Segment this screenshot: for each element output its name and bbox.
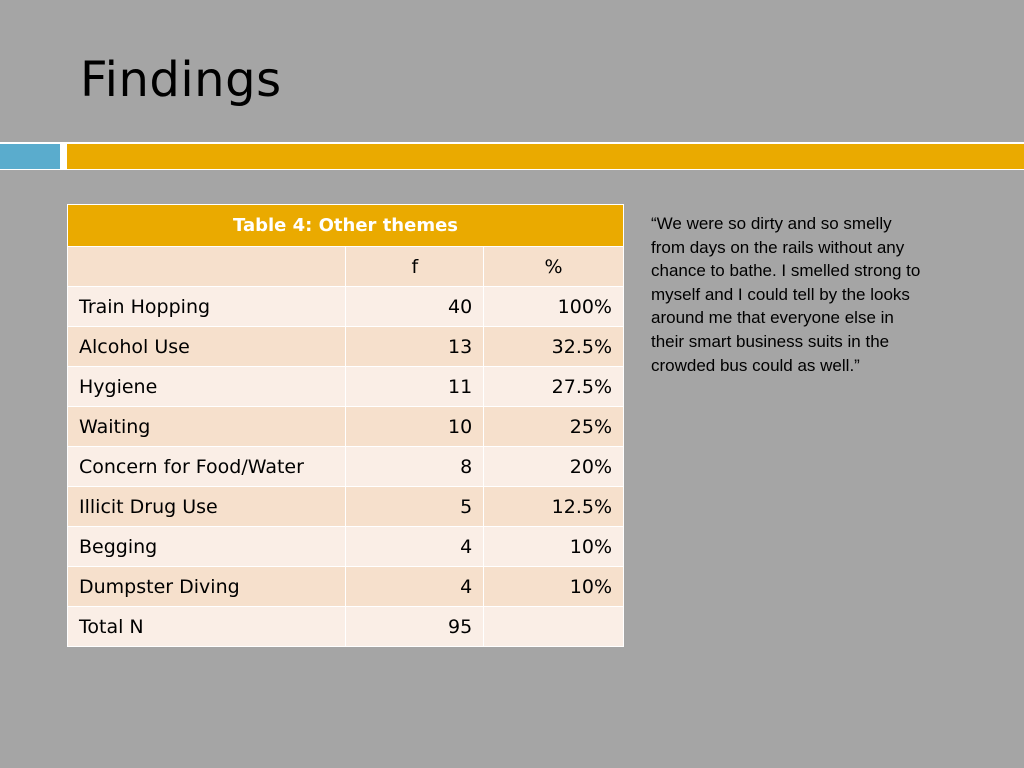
table-header-percent: % <box>483 246 624 287</box>
total-percent-cell <box>483 606 624 647</box>
table-caption: Table 4: Other themes <box>67 204 624 247</box>
frequency-cell: 8 <box>345 446 485 487</box>
percent-cell: 100% <box>483 286 624 327</box>
table-header-frequency: f <box>345 246 485 287</box>
theme-cell: Alcohol Use <box>66 326 347 367</box>
table-row: Train Hopping 40 100% <box>66 286 624 327</box>
table-header-theme <box>66 246 347 287</box>
percent-cell: 25% <box>483 406 624 447</box>
themes-table: Table 4: Other themes f % Train Hopping … <box>66 204 624 647</box>
theme-cell: Illicit Drug Use <box>66 486 347 527</box>
total-label-cell: Total N <box>66 606 347 647</box>
frequency-cell: 13 <box>345 326 485 367</box>
theme-cell: Begging <box>66 526 347 567</box>
percent-cell: 20% <box>483 446 624 487</box>
frequency-cell: 4 <box>345 526 485 567</box>
frequency-cell: 11 <box>345 366 485 407</box>
frequency-cell: 10 <box>345 406 485 447</box>
table-row: Hygiene 11 27.5% <box>66 366 624 407</box>
percent-cell: 32.5% <box>483 326 624 367</box>
theme-cell: Waiting <box>66 406 347 447</box>
table-header-row: f % <box>66 246 624 287</box>
table-caption-row: Table 4: Other themes <box>67 204 624 247</box>
slide-title: Findings <box>80 52 282 108</box>
theme-cell: Dumpster Diving <box>66 566 347 607</box>
frequency-cell: 5 <box>345 486 485 527</box>
theme-cell: Hygiene <box>66 366 347 407</box>
participant-quote: “We were so dirty and so smelly from day… <box>651 214 921 375</box>
table-row: Waiting 10 25% <box>66 406 624 447</box>
percent-cell: 10% <box>483 526 624 567</box>
table-row: Begging 4 10% <box>66 526 624 567</box>
percent-cell: 27.5% <box>483 366 624 407</box>
total-frequency-cell: 95 <box>345 606 485 647</box>
table-row: Concern for Food/Water 8 20% <box>66 446 624 487</box>
table-total-row: Total N 95 <box>66 606 624 647</box>
table-row: Illicit Drug Use 5 12.5% <box>66 486 624 527</box>
percent-cell: 12.5% <box>483 486 624 527</box>
table-row: Dumpster Diving 4 10% <box>66 566 624 607</box>
frequency-cell: 4 <box>345 566 485 607</box>
header-accent-gold <box>67 144 1024 169</box>
header-accent-blue <box>0 144 60 169</box>
frequency-cell: 40 <box>345 286 485 327</box>
percent-cell: 10% <box>483 566 624 607</box>
table-row: Alcohol Use 13 32.5% <box>66 326 624 367</box>
theme-cell: Train Hopping <box>66 286 347 327</box>
theme-cell: Concern for Food/Water <box>66 446 347 487</box>
